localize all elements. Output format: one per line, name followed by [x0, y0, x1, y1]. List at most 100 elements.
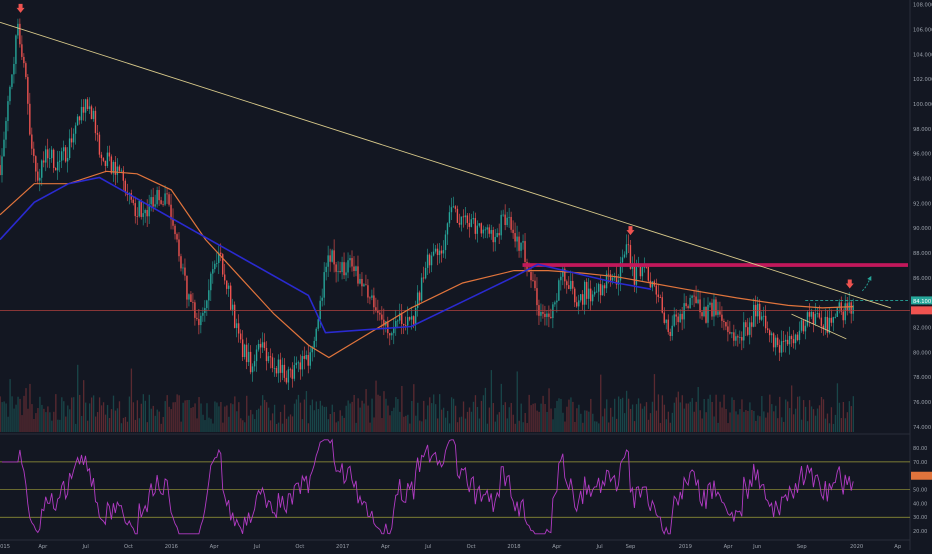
candle-body [333, 250, 335, 265]
volume-bar [327, 419, 329, 432]
candle-body [822, 325, 825, 329]
volume-bar [319, 400, 321, 432]
volume-bar [170, 409, 172, 432]
candle-body [611, 277, 614, 281]
candle-body [572, 280, 574, 289]
rsi-line [2, 438, 854, 536]
volume-bar [560, 398, 562, 432]
volume-bar [592, 413, 594, 432]
volume-bar [574, 421, 576, 432]
volume-bar [524, 413, 526, 432]
candle-body [202, 312, 204, 316]
time-tick-label: 2020 [850, 544, 863, 550]
volume-bar [602, 416, 604, 432]
volume-bar [144, 400, 146, 432]
candle-body [315, 328, 317, 341]
volume-bar [715, 394, 717, 432]
candle-body [82, 106, 85, 113]
price-tick-label: 100.000 [913, 102, 932, 108]
volume-bar [433, 394, 435, 432]
volume-bar [337, 421, 339, 432]
candle-body [399, 313, 401, 321]
candle-body [7, 101, 9, 122]
volume-bar [458, 417, 461, 432]
candle-body [460, 216, 463, 225]
volume-bar [566, 406, 568, 432]
candle-body [100, 154, 103, 159]
candle-body [830, 317, 833, 323]
volume-bar [349, 403, 351, 432]
time-tick-label: 2019 [679, 544, 692, 550]
candle-body [532, 280, 534, 282]
candle-body [84, 99, 87, 113]
volume-bar [775, 405, 777, 432]
candle-body [609, 274, 612, 281]
rsi-tick-label: 50.00 [913, 488, 927, 494]
candle-body [711, 302, 713, 317]
price-tick-label: 88.000 [913, 251, 931, 257]
candle-body [643, 266, 646, 268]
candle-body [98, 134, 101, 155]
candle-body [687, 306, 689, 308]
volume-bar [166, 395, 168, 432]
candle-body [80, 106, 83, 121]
candle-body [64, 147, 67, 162]
candle-body [160, 200, 162, 204]
candle-body [96, 133, 99, 135]
volume-bar [194, 403, 196, 432]
candle-body [27, 77, 29, 104]
down-arrow-icon [845, 279, 854, 289]
candle-body [253, 361, 256, 367]
candle-body [727, 326, 729, 332]
price-label: 84.100 [913, 299, 931, 305]
volume-bar [651, 401, 654, 432]
candle-body [337, 271, 339, 272]
volume-bar [498, 412, 500, 432]
candle-body [486, 227, 488, 230]
volume-bar [789, 408, 791, 432]
volume-bar [538, 411, 540, 432]
candle-body [74, 125, 77, 134]
up-arrow-head-icon [867, 275, 872, 281]
volume-bar [804, 406, 807, 432]
candle-body [383, 319, 385, 326]
candle-body [293, 365, 296, 379]
volume-bar [631, 404, 634, 432]
candle-body [39, 177, 41, 181]
volume-bar [623, 413, 626, 432]
volume-bar [269, 420, 272, 432]
volume-bar [848, 401, 850, 432]
candle-body [583, 281, 586, 305]
candle-body [416, 292, 419, 309]
volume-bar [691, 398, 693, 432]
volume-bar [281, 423, 284, 432]
volume-bar [586, 410, 588, 432]
volume-bar [367, 405, 369, 432]
candle-body [762, 315, 765, 317]
price-tick-label: 74.000 [913, 425, 931, 431]
volume-bar [329, 413, 331, 432]
volume-bar [184, 400, 186, 432]
volume-bar [852, 396, 854, 432]
candle-body [816, 313, 819, 314]
candle-body [715, 299, 717, 315]
volume-bar [162, 416, 164, 432]
volume-bar [667, 411, 670, 432]
volume-bar [824, 418, 827, 432]
candle-body [367, 285, 369, 298]
candle-body [94, 110, 97, 134]
volume-bar [208, 417, 210, 432]
volume-bar [186, 400, 188, 432]
candle-body [737, 336, 739, 338]
candle-body [633, 265, 636, 285]
candle-body [808, 312, 811, 317]
candle-body [410, 316, 413, 320]
candle-body [800, 320, 803, 331]
candle-body [377, 310, 379, 313]
candle-body [466, 215, 469, 223]
candle-body [462, 216, 465, 218]
volume-bar [635, 404, 638, 432]
volume-bar [134, 419, 137, 432]
